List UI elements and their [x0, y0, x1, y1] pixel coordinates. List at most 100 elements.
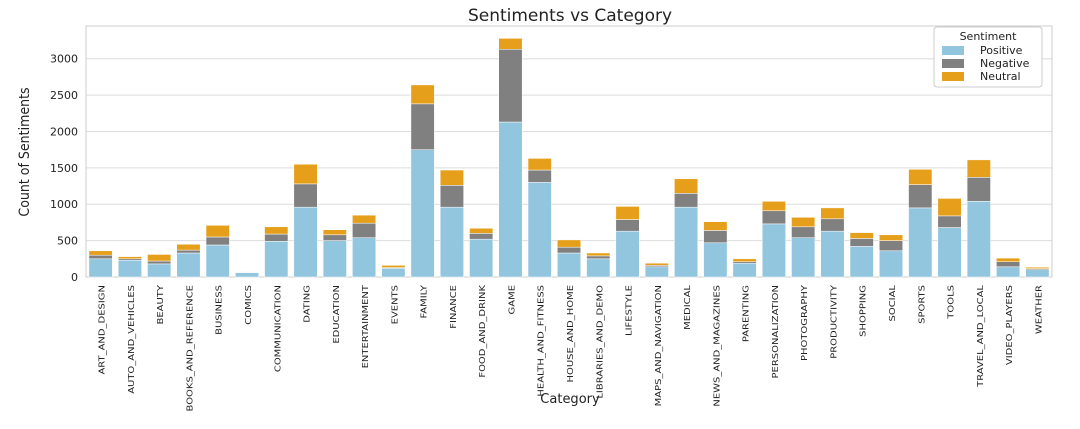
bar-negative-art-and-design [88, 254, 113, 260]
bar-neutral-parenting [732, 258, 757, 262]
legend-title: Sentiment [960, 30, 1018, 43]
bar-negative-lifestyle [615, 219, 640, 232]
bar-positive-medical [674, 206, 699, 278]
bar-neutral-finance [439, 169, 464, 186]
bar-neutral-house-and-home [557, 239, 581, 248]
y-tick-label: 1000 [50, 198, 78, 211]
bar-positive-video-players [996, 266, 1021, 278]
bar-positive-news-and-magazines [703, 242, 728, 278]
x-tick-label: COMMUNICATION [274, 285, 283, 372]
bar-negative-photography [791, 226, 816, 238]
bar-positive-house-and-home [557, 252, 581, 278]
bar-positive-beauty [147, 263, 172, 278]
bar-positive-parenting [732, 262, 757, 278]
bar-positive-travel-and-local [966, 201, 991, 278]
bar-neutral-photography [791, 217, 816, 228]
bar-negative-libraries-and-demo [586, 255, 611, 260]
bar-negative-productivity [820, 218, 845, 232]
bar-negative-dating [293, 183, 318, 208]
bar-positive-business [205, 244, 230, 278]
bar-positive-libraries-and-demo [586, 258, 611, 278]
x-tick-label: SOCIAL [889, 284, 898, 321]
bar-neutral-productivity [820, 207, 845, 220]
bar-positive-auto-and-vehicles [117, 260, 142, 278]
y-tick-label: 1500 [50, 162, 78, 175]
bar-neutral-dating [293, 163, 318, 185]
bar-neutral-libraries-and-demo [586, 252, 611, 257]
bar-neutral-news-and-magazines [703, 221, 728, 231]
bar-negative-sports [908, 184, 933, 209]
plot-frame [85, 25, 1053, 278]
bar-negative-entertainment [352, 222, 377, 238]
bar-positive-comics [235, 272, 259, 278]
y-tick-label: 500 [57, 235, 78, 248]
bar-positive-game [498, 121, 523, 278]
bar-negative-education [322, 234, 347, 241]
legend-label-negative: Negative [980, 57, 1030, 70]
x-tick-label: FINANCE [450, 285, 459, 329]
bar-neutral-food-and-drink [469, 228, 494, 234]
bar-negative-house-and-home [557, 246, 581, 254]
bar-neutral-medical [674, 178, 699, 194]
y-axis-label: Count of Sentiments [17, 87, 33, 216]
grid-layer [85, 25, 1053, 278]
bar-positive-shopping [849, 246, 874, 278]
bar-negative-communication [264, 233, 289, 242]
bar-positive-personalization [761, 223, 786, 278]
bar-negative-finance [439, 185, 464, 208]
x-tick-label: PARENTING [742, 285, 751, 342]
bar-negative-family [410, 103, 435, 150]
legend-swatch-positive [942, 46, 964, 55]
bar-positive-education [322, 240, 347, 278]
x-tick-label: TOOLS [947, 285, 956, 320]
bar-positive-weather [1025, 269, 1050, 278]
legend-swatch-neutral [942, 72, 964, 81]
bar-negative-shopping [849, 238, 874, 247]
bar-positive-entertainment [352, 237, 377, 278]
bar-negative-business [205, 236, 230, 246]
bar-positive-photography [791, 237, 816, 278]
x-tick-label: HEALTH_AND_FITNESS [537, 285, 546, 397]
bar-positive-dating [293, 206, 318, 278]
bar-negative-travel-and-local [966, 177, 991, 202]
bar-neutral-family [410, 84, 435, 105]
bar-neutral-video-players [996, 257, 1021, 262]
x-tick-label: VIDEO_PLAYERS [1006, 285, 1015, 365]
x-tick-label: WEATHER [1035, 284, 1044, 334]
bar-negative-news-and-magazines [703, 230, 728, 244]
bar-negative-books-and-reference [176, 249, 201, 254]
bar-positive-maps-and-navigation [644, 266, 669, 278]
x-tick-label: EVENTS [391, 285, 400, 325]
x-tick-label: DATING [303, 285, 312, 323]
x-axis-ticks: ART_AND_DESIGN AUTO_AND_VEHICLES BEAUTY BOO… [98, 284, 1044, 412]
y-tick-label: 2000 [50, 125, 78, 138]
bar-neutral-entertainment [352, 214, 377, 224]
x-tick-label: PRODUCTIVITY [830, 285, 839, 359]
x-tick-label: SPORTS [918, 285, 927, 324]
bar-neutral-sports [908, 169, 933, 185]
x-tick-label: HOUSE_AND_HOME [567, 285, 576, 383]
bar-neutral-books-and-reference [176, 244, 201, 251]
bar-positive-productivity [820, 230, 845, 278]
x-tick-label: EDUCATION [333, 285, 342, 344]
bars-layer [88, 38, 1050, 278]
legend-label-neutral: Neutral [980, 70, 1021, 83]
bar-neutral-personalization [761, 201, 786, 212]
x-tick-label: TRAVEL_AND_LOCAL [977, 284, 986, 388]
bar-positive-tools [937, 227, 962, 278]
bar-negative-tools [937, 215, 962, 228]
bar-neutral-maps-and-navigation [644, 262, 669, 266]
bar-neutral-art-and-design [88, 250, 113, 256]
bar-negative-medical [674, 193, 699, 208]
bar-neutral-tools [937, 198, 962, 217]
bar-neutral-shopping [849, 232, 874, 239]
x-tick-label: NEWS_AND_MAGAZINES [713, 285, 722, 407]
bar-neutral-auto-and-vehicles [117, 256, 142, 260]
bar-neutral-business [205, 225, 230, 238]
x-tick-label: PHOTOGRAPHY [801, 285, 810, 361]
bar-neutral-events [381, 265, 406, 268]
x-tick-label: AUTO_AND_VEHICLES [128, 285, 137, 394]
x-tick-label: COMICS [245, 285, 254, 325]
